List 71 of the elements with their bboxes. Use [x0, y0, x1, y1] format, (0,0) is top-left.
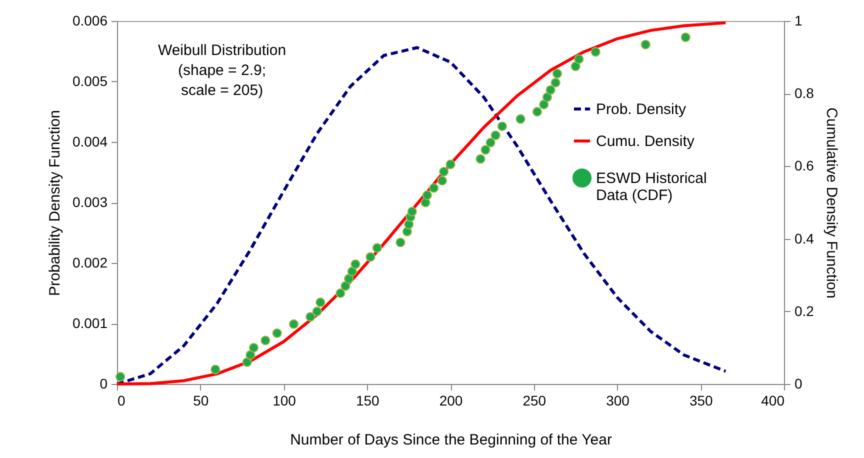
point [347, 266, 357, 276]
point [350, 259, 360, 270]
point [570, 62, 580, 72]
point [428, 183, 439, 193]
point [476, 154, 486, 164]
y-tick-label: 0 [100, 376, 108, 392]
point [532, 106, 542, 117]
point [316, 298, 326, 308]
annotation: Weibull Distribution (shape = 2.9; scale = 205) [158, 42, 286, 99]
point [546, 85, 556, 95]
y-tick-label: 0.005 [72, 73, 108, 89]
x-tick-label: 50 [193, 392, 209, 408]
y2-tick-label: 0.8 [794, 85, 814, 102]
point [336, 288, 346, 298]
point [242, 357, 252, 368]
point [366, 252, 376, 262]
x-tick-label: 400 [761, 392, 785, 408]
point [246, 350, 256, 360]
point [210, 364, 220, 374]
point [490, 130, 500, 140]
point [542, 92, 552, 102]
y2-tick-label: 1 [794, 12, 802, 28]
x-tick-label: 0 [118, 392, 126, 408]
point [446, 160, 456, 170]
y2-tick-label: 0.6 [794, 158, 814, 174]
y2-axis-title: Cumulative Density Function [822, 108, 840, 298]
point [539, 100, 549, 110]
point [486, 138, 496, 148]
point [288, 319, 299, 329]
point [260, 336, 270, 346]
x-tick-label: 150 [356, 392, 380, 408]
point [497, 121, 508, 132]
point [516, 114, 526, 124]
point [574, 54, 584, 64]
y-tick-label: 0.004 [72, 134, 108, 150]
legend-label: Cumu. Density [596, 133, 695, 150]
point [272, 328, 282, 338]
legend-label: Prob. Density [596, 101, 687, 118]
x-tick-label: 300 [606, 392, 630, 408]
point [422, 190, 432, 200]
point [640, 40, 650, 50]
point [680, 32, 690, 42]
y2-tick-label: 0.2 [794, 302, 814, 319]
x-tick-label: 100 [272, 392, 296, 408]
point [248, 342, 259, 353]
point [116, 372, 126, 382]
point [552, 68, 562, 78]
y-tick-label: 0.001 [72, 315, 108, 331]
x-tick-label: 350 [689, 392, 714, 408]
y-tick-label: 0.006 [72, 12, 108, 28]
point [372, 243, 382, 253]
y-axis-title: Probability Density Function [46, 110, 64, 296]
x-axis-title: Number of Days Since the Beginning of the Year [290, 432, 612, 448]
point [344, 274, 354, 284]
point [306, 312, 316, 322]
point [340, 281, 350, 291]
point [590, 47, 600, 57]
point [480, 145, 490, 155]
y-tick-label: 0.003 [72, 194, 108, 210]
point [407, 206, 417, 216]
point [396, 238, 406, 248]
y2-tick-label: 0 [794, 376, 802, 392]
y2-tick-label: 0.4 [794, 230, 814, 246]
legend-label: ESWD Historical Data (CDF) [596, 170, 707, 204]
point [439, 166, 449, 176]
y-tick-label: 0.002 [72, 254, 108, 270]
point [312, 306, 322, 316]
point [550, 78, 560, 88]
x-tick-label: 250 [522, 392, 546, 408]
point [437, 176, 447, 186]
x-tick-label: 200 [439, 392, 463, 408]
